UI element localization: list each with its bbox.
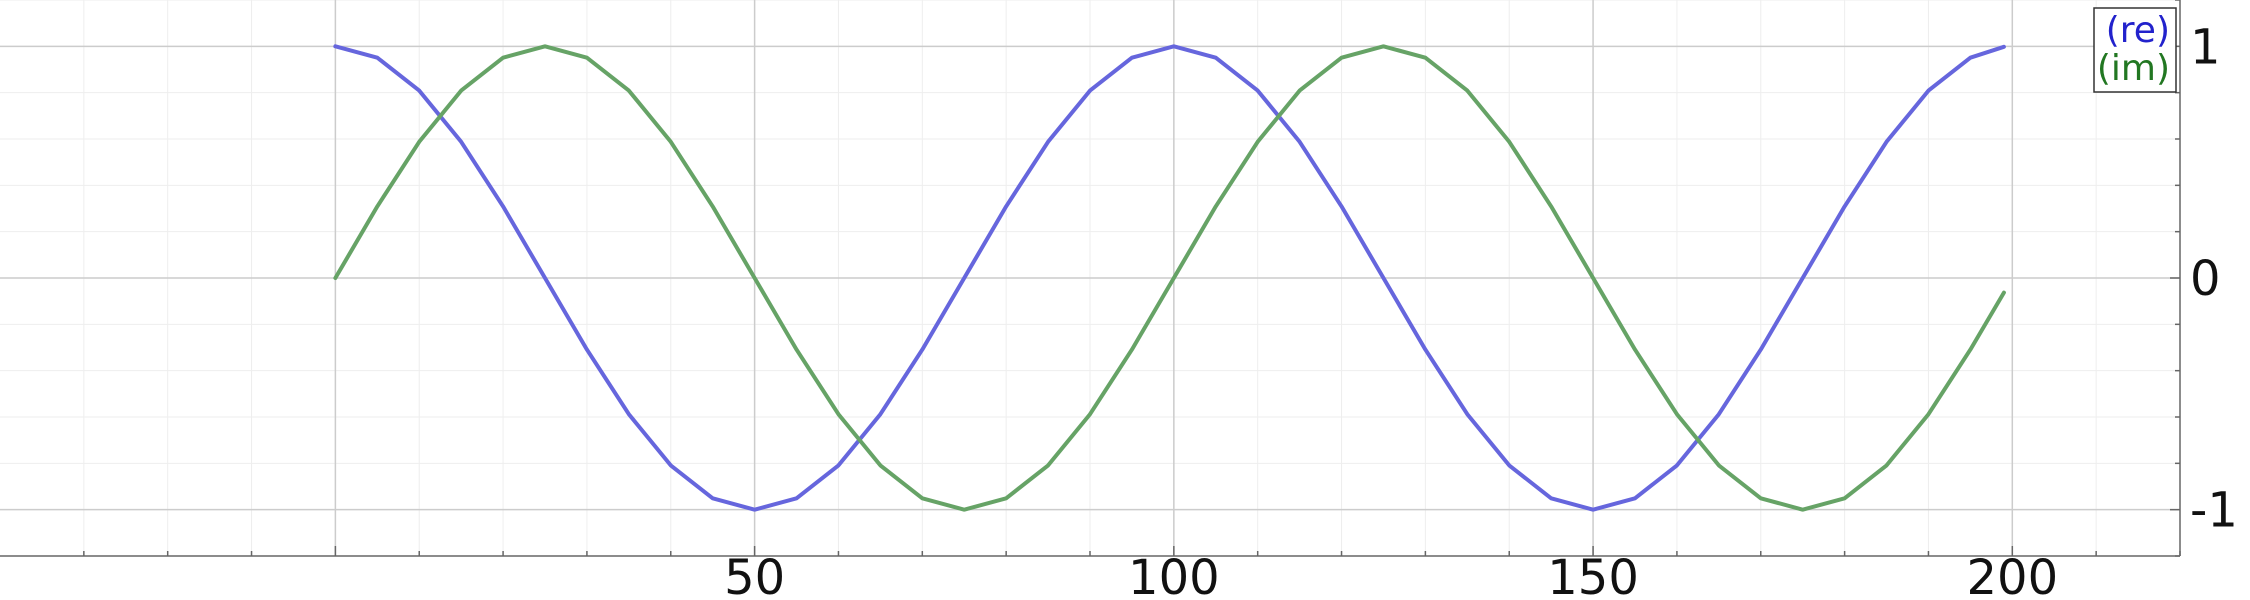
y-tick-label: 1	[2190, 19, 2221, 75]
legend-entry-im: (im)	[2097, 48, 2170, 89]
x-tick-label: 200	[1966, 550, 2058, 600]
x-tick-label: 50	[724, 550, 785, 600]
series-group	[333, 44, 2006, 512]
x-axis-ticks: 50 100 150 200	[83, 546, 2181, 600]
x-tick-label: 150	[1547, 550, 1639, 600]
y-tick-label: -1	[2190, 483, 2238, 539]
series-line-re	[333, 44, 2006, 512]
y-axis-ticks: 1 0 -1	[2170, 0, 2238, 557]
legend: (re)(im)	[2093, 7, 2177, 93]
x-tick-label: 100	[1128, 550, 1220, 600]
legend-entry-re: (re)	[2106, 10, 2170, 51]
series-line-im	[333, 44, 2006, 512]
legend-box	[2093, 7, 2177, 93]
y-tick-label: 0	[2190, 251, 2221, 307]
